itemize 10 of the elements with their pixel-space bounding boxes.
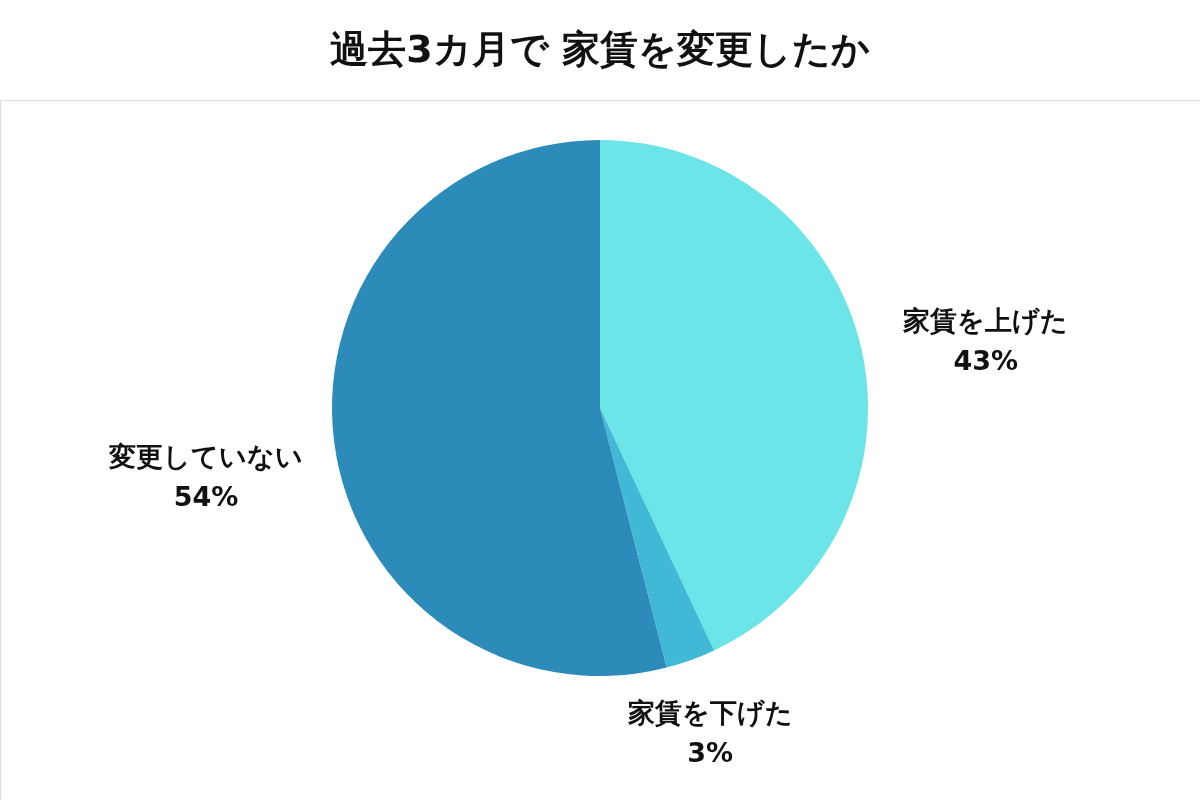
pie-slice — [600, 140, 868, 651]
slice-label: 変更していない — [108, 440, 303, 472]
data-label: 3% — [687, 737, 734, 769]
slice-label: 家賃を上げた — [902, 304, 1069, 336]
slice-label: 家賃を下げた — [626, 697, 793, 729]
data-label: 43% — [953, 344, 1019, 376]
pie-slice — [332, 140, 667, 676]
chart-title: 過去3カ月で 家賃を変更したか — [330, 27, 870, 71]
data-label: 54% — [173, 480, 239, 512]
pie-slice — [600, 408, 715, 668]
